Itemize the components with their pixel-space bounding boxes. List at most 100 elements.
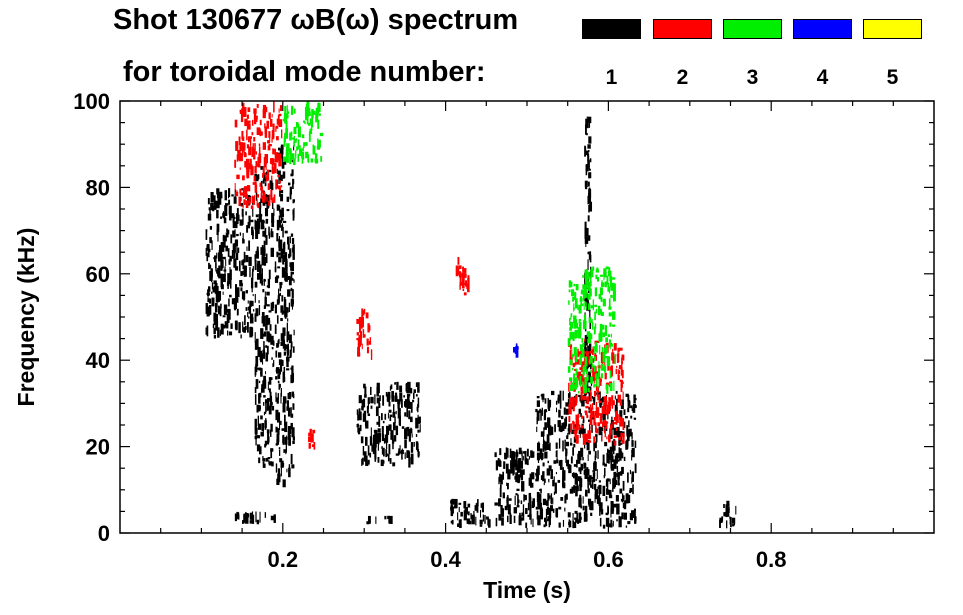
spectral-mark-n1 (415, 441, 419, 446)
spectral-mark-n1 (250, 219, 254, 223)
spectral-mark-n2 (363, 334, 366, 338)
spectral-mark-n3 (583, 322, 586, 330)
spectral-mark-n1 (604, 463, 607, 467)
spectral-mark-n1 (261, 280, 264, 286)
spectral-mark-n2 (596, 390, 599, 397)
spectral-mark-n3 (597, 305, 601, 316)
spectral-mark-n1 (594, 392, 599, 395)
spectral-mark-n1 (513, 459, 516, 468)
spectral-mark-n1 (573, 464, 577, 467)
spectral-mark-n3 (578, 304, 582, 314)
spectral-mark-n1 (375, 516, 377, 524)
spectral-mark-n3 (582, 385, 586, 391)
spectral-mark-n1 (249, 520, 253, 524)
spectral-mark-n1 (578, 497, 582, 508)
spectral-mark-n2 (311, 444, 315, 448)
spectral-mark-n1 (521, 512, 525, 517)
spectral-mark-n2 (260, 193, 263, 200)
spectral-mark-n2 (621, 440, 625, 444)
spectral-mark-n1 (387, 454, 390, 462)
spectral-mark-n3 (572, 296, 575, 302)
spectral-mark-n1 (588, 168, 591, 171)
spectral-mark-n3 (595, 274, 598, 280)
spectral-mark-n1 (547, 400, 552, 408)
spectral-mark-n2 (615, 368, 617, 375)
spectral-mark-n3 (282, 118, 286, 122)
spectral-mark-n1 (553, 476, 555, 484)
spectral-mark-n2 (586, 414, 589, 419)
spectral-mark-n3 (571, 289, 575, 297)
spectral-mark-n2 (576, 359, 580, 365)
spectral-mark-n2 (461, 279, 465, 284)
spectral-mark-n1 (231, 213, 235, 219)
spectral-mark-n3 (583, 387, 586, 394)
spectral-mark-n1 (233, 216, 236, 219)
spectral-mark-n1 (382, 420, 385, 424)
spectral-mark-n1 (386, 425, 390, 435)
spectral-mark-n1 (588, 194, 591, 202)
spectral-mark-n1 (268, 405, 272, 415)
spectral-mark-n2 (573, 425, 575, 430)
spectral-mark-n1 (522, 504, 525, 513)
spectral-mark-n1 (243, 291, 245, 301)
spectral-mark-n4 (513, 346, 516, 353)
spectral-mark-n2 (574, 368, 577, 372)
spectral-mark-n1 (215, 313, 219, 323)
spectral-mark-n1 (610, 507, 612, 518)
spectral-mark-n1 (243, 327, 247, 333)
spectral-mark-n1 (513, 515, 516, 523)
spectral-mark-n1 (256, 338, 259, 349)
spectral-mark-n1 (510, 462, 512, 467)
spectral-mark-n1 (611, 416, 613, 421)
spectral-mark-n1 (499, 448, 502, 456)
spectral-mark-n1 (255, 511, 257, 523)
spectral-mark-n1 (540, 452, 544, 460)
spectral-mark-n1 (289, 425, 292, 435)
spectral-mark-n1 (582, 496, 584, 504)
spectral-mark-n3 (578, 321, 582, 330)
spectral-mark-n4 (515, 343, 518, 349)
spectral-mark-n2 (259, 119, 262, 126)
spectral-mark-n3 (568, 300, 570, 305)
spectral-mark-n1 (268, 436, 270, 443)
spectral-mark-n2 (577, 413, 579, 425)
spectral-mark-n2 (610, 365, 614, 376)
spectral-mark-n1 (254, 313, 257, 322)
spectral-mark-n1 (612, 478, 616, 489)
spectral-mark-n2 (272, 129, 275, 139)
spectral-mark-n1 (230, 234, 233, 244)
spectral-mark-n1 (271, 357, 273, 360)
spectral-mark-n1 (535, 478, 539, 482)
spectral-mark-n2 (309, 428, 312, 433)
x-tick-label: 0.2 (268, 547, 299, 572)
spectral-mark-n2 (582, 433, 586, 438)
spectral-mark-n1 (466, 518, 470, 524)
spectral-mark-n1 (384, 413, 387, 420)
spectral-mark-n3 (594, 287, 598, 297)
spectral-mark-n2 (590, 407, 594, 410)
spectral-mark-n1 (609, 494, 613, 499)
spectral-mark-n1 (222, 324, 226, 329)
spectral-mark-n3 (590, 333, 593, 340)
spectral-mark-n1 (554, 482, 557, 494)
spectral-mark-n1 (217, 230, 219, 242)
spectral-mark-n3 (590, 269, 594, 278)
spectral-mark-n2 (599, 412, 601, 416)
spectral-mark-n1 (631, 454, 633, 461)
spectral-mark-n1 (612, 488, 614, 492)
spectral-mark-n1 (506, 482, 508, 486)
spectral-mark-n1 (567, 432, 569, 438)
spectral-mark-n1 (549, 426, 554, 435)
spectral-mark-n1 (229, 294, 232, 298)
spectral-mark-n1 (279, 422, 281, 431)
spectral-mark-n3 (569, 359, 573, 366)
spectral-mark-n1 (262, 179, 265, 184)
spectral-mark-n3 (587, 293, 591, 300)
spectral-mark-n1 (530, 450, 533, 458)
spectral-mark-n1 (292, 159, 294, 163)
spectral-mark-n1 (254, 173, 257, 178)
spectral-mark-n1 (258, 202, 262, 209)
spectral-mark-n1 (378, 402, 381, 409)
spectral-mark-n2 (357, 346, 360, 356)
